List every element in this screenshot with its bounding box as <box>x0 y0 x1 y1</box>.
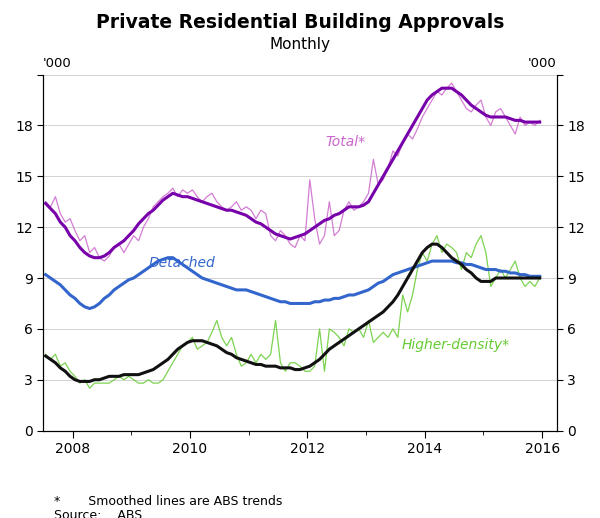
Text: *       Smoothed lines are ABS trends: * Smoothed lines are ABS trends <box>54 495 283 508</box>
Text: Detached: Detached <box>149 256 215 270</box>
Text: Private Residential Building Approvals: Private Residential Building Approvals <box>96 13 504 32</box>
Text: Total*: Total* <box>325 135 365 149</box>
Text: '000: '000 <box>43 57 72 70</box>
Text: Monthly: Monthly <box>269 37 331 52</box>
Text: Higher-density*: Higher-density* <box>401 338 509 352</box>
Text: '000: '000 <box>528 57 557 70</box>
Text: Source:    ABS: Source: ABS <box>54 509 142 518</box>
